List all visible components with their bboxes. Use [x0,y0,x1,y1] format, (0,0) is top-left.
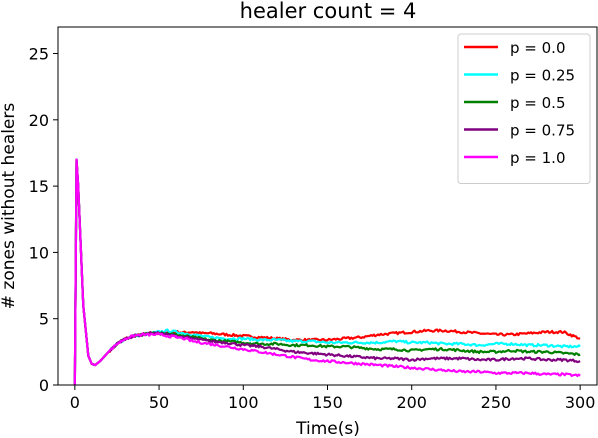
x-tick-label: 50 [149,393,169,412]
x-tick-label: 200 [396,393,427,412]
legend-frame [457,33,591,184]
legend-label: p = 0.0 [510,39,565,57]
y-tick-label: 5 [39,310,49,329]
x-tick-label: 250 [481,393,512,412]
legend-label: p = 0.75 [510,122,575,140]
y-tick-label: 0 [39,376,49,395]
x-tick-label: 100 [228,393,259,412]
y-tick-label: 10 [29,243,49,262]
y-axis: 0 5 10 15 20 25 [29,45,58,395]
x-tick-label: 0 [70,393,80,412]
y-tick-label: 25 [29,45,49,64]
plot-area [73,158,581,386]
series-line-2 [73,158,581,386]
y-axis-label: # zones without healers [0,103,19,310]
series-line-1 [73,158,581,386]
x-axis-label: Time(s) [295,419,360,438]
chart-title: healer count = 4 [240,0,417,23]
x-tick-label: 150 [312,393,343,412]
y-tick-label: 20 [29,111,49,130]
legend: p = 0.0 p = 0.25 p = 0.5 p = 0.75 p = 1.0 [457,33,591,184]
legend-label: p = 0.5 [510,94,565,112]
series-line-4 [73,158,581,386]
legend-label: p = 1.0 [510,149,565,167]
x-axis: 0 50 100 150 200 250 300 [70,385,596,412]
x-tick-label: 300 [565,393,596,412]
y-tick-label: 15 [29,177,49,196]
legend-label: p = 0.25 [510,67,575,85]
